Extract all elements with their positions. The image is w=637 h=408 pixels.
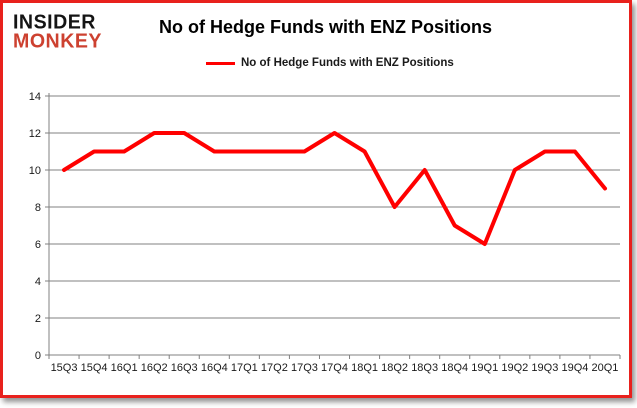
chart-frame: INSIDER MONKEY No of Hedge Funds with EN… [0,0,632,398]
x-axis-tick-label: 16Q1 [111,362,138,374]
x-axis-tick-label: 18Q2 [381,362,408,374]
y-axis-tick-label: 2 [35,313,41,325]
x-axis-tick-label: 20Q1 [592,362,619,374]
x-axis-tick-label: 16Q3 [171,362,198,374]
x-axis-tick-label: 17Q3 [291,362,318,374]
x-axis-tick-label: 19Q4 [561,362,588,374]
x-axis-tick-label: 17Q1 [231,362,258,374]
y-axis-tick-label: 14 [29,91,41,103]
y-axis-tick-label: 10 [29,165,41,177]
x-axis-tick-label: 19Q3 [531,362,558,374]
x-axis-tick-label: 15Q4 [81,362,108,374]
y-axis-tick-label: 4 [35,276,41,288]
insider-monkey-logo: INSIDER MONKEY [13,10,102,53]
y-axis-tick-label: 6 [35,239,41,251]
legend-label: No of Hedge Funds with ENZ Positions [241,57,454,69]
x-axis-tick-label: 16Q2 [141,362,168,374]
legend-line-swatch [206,61,235,65]
x-axis-tick-label: 18Q1 [351,362,378,374]
logo-line-monkey: MONKEY [13,30,102,53]
x-axis-tick-label: 17Q2 [261,362,288,374]
y-axis-tick-label: 8 [35,202,41,214]
x-axis-tick-label: 18Q4 [441,362,468,374]
chart-legend: No of Hedge Funds with ENZ Positions [206,57,454,69]
series-line [62,131,607,246]
x-axis-tick-label: 16Q4 [201,362,228,374]
chart-title: No of Hedge Funds with ENZ Positions [159,17,492,37]
x-axis-tick-label: 15Q3 [51,362,78,374]
y-axis-tick-label: 12 [29,128,41,140]
x-axis-tick-label: 19Q2 [501,362,528,374]
x-axis-tick-label: 19Q1 [471,362,498,374]
x-axis-tick-label: 18Q3 [411,362,438,374]
y-axis-tick-label: 0 [35,350,41,362]
x-axis-tick-label: 17Q4 [321,362,348,374]
logo-line-insider: INSIDER [13,10,96,34]
